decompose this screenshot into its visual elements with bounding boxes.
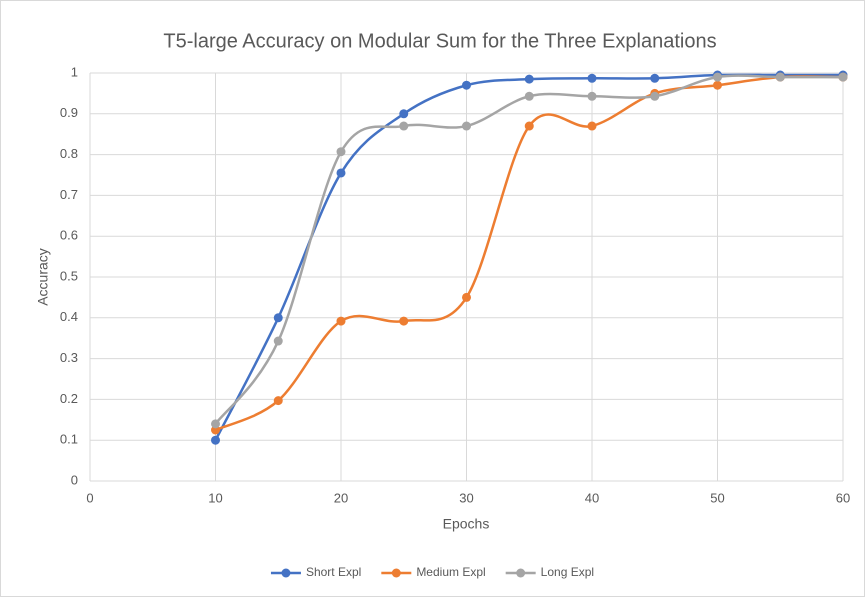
x-tick-label: 30 xyxy=(459,490,473,505)
data-point xyxy=(524,121,534,131)
y-tick-label: 0.2 xyxy=(60,391,78,406)
y-tick-label: 1 xyxy=(71,64,78,79)
data-point xyxy=(336,168,346,178)
x-axis-label: Epochs xyxy=(443,516,490,532)
legend-label: Short Expl xyxy=(306,565,361,579)
x-tick-label: 60 xyxy=(836,490,850,505)
y-axis-label: Accuracy xyxy=(35,248,51,306)
y-tick-label: 0 xyxy=(71,472,78,487)
data-point xyxy=(650,73,660,83)
data-point xyxy=(462,292,471,302)
legend-marker xyxy=(281,568,291,578)
data-point xyxy=(524,91,534,101)
y-tick-label: 0.7 xyxy=(60,187,78,202)
x-tick-label: 0 xyxy=(86,490,93,505)
data-point xyxy=(211,419,220,429)
y-tick-label: 0.6 xyxy=(60,228,78,243)
legend-marker xyxy=(516,568,526,578)
data-point xyxy=(336,316,346,326)
data-point xyxy=(273,336,283,346)
data-point xyxy=(462,121,471,131)
chart-title: T5-large Accuracy on Modular Sum for the… xyxy=(163,30,716,52)
data-point xyxy=(211,435,220,445)
data-point xyxy=(524,74,534,84)
data-point xyxy=(838,72,848,82)
legend-marker xyxy=(391,568,401,578)
data-point xyxy=(587,73,597,83)
y-tick-label: 0.5 xyxy=(60,268,78,283)
data-point xyxy=(399,121,409,131)
data-point xyxy=(587,91,597,101)
data-point xyxy=(273,313,283,323)
data-point xyxy=(713,72,722,82)
data-point xyxy=(650,91,660,101)
x-tick-label: 20 xyxy=(334,490,348,505)
data-point xyxy=(336,147,346,157)
data-point xyxy=(713,80,722,90)
y-tick-label: 0.8 xyxy=(60,146,78,161)
data-point xyxy=(273,396,283,406)
x-tick-label: 50 xyxy=(710,490,724,505)
y-tick-label: 0.4 xyxy=(60,309,78,324)
x-tick-label: 10 xyxy=(208,490,222,505)
data-point xyxy=(399,109,409,119)
legend-label: Long Expl xyxy=(541,565,594,579)
data-point xyxy=(399,316,409,326)
x-tick-label: 40 xyxy=(585,490,599,505)
legend-label: Medium Expl xyxy=(416,565,485,579)
y-tick-label: 0.9 xyxy=(60,105,78,120)
data-point xyxy=(587,121,597,131)
y-tick-label: 0.3 xyxy=(60,350,78,365)
data-point xyxy=(462,80,471,90)
y-tick-label: 0.1 xyxy=(60,432,78,447)
data-point xyxy=(775,72,785,82)
